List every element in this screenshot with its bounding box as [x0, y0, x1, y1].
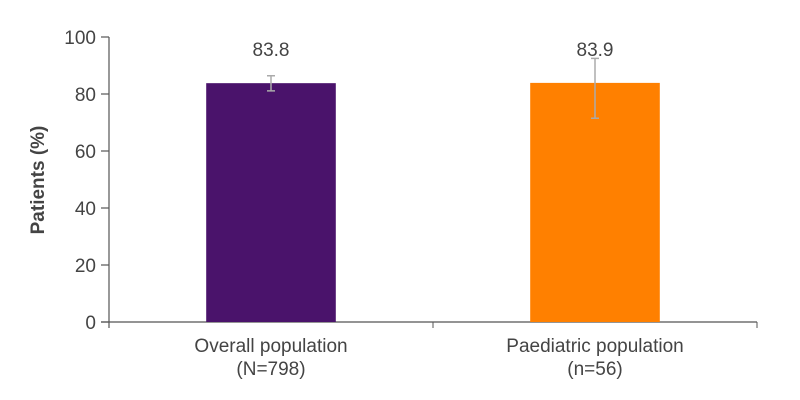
x-category-label: Paediatric population [506, 336, 683, 357]
y-tick-label: 20 [75, 256, 96, 277]
x-category-sublabel: (N=798) [236, 359, 305, 380]
labels: 0 20 40 60 80 100 83.8 Overall population(N=798… [64, 28, 683, 380]
data-label: 83.8 [253, 40, 290, 61]
bar [530, 82, 660, 322]
x-category-label: Overall population [194, 336, 347, 357]
y-tick-label: 100 [64, 28, 96, 49]
bars [206, 57, 660, 322]
data-label: 83.9 [577, 40, 614, 61]
y-axis-label: Patients (%) [28, 126, 49, 235]
error-bar [591, 57, 599, 119]
error-bar [267, 75, 275, 92]
y-tick-label: 0 [85, 313, 96, 334]
y-tick-label: 60 [75, 142, 96, 163]
x-category-sublabel: (n=56) [567, 359, 622, 380]
bar [206, 83, 336, 322]
y-tick-label: 40 [75, 199, 96, 220]
y-tick-label: 80 [75, 85, 96, 106]
